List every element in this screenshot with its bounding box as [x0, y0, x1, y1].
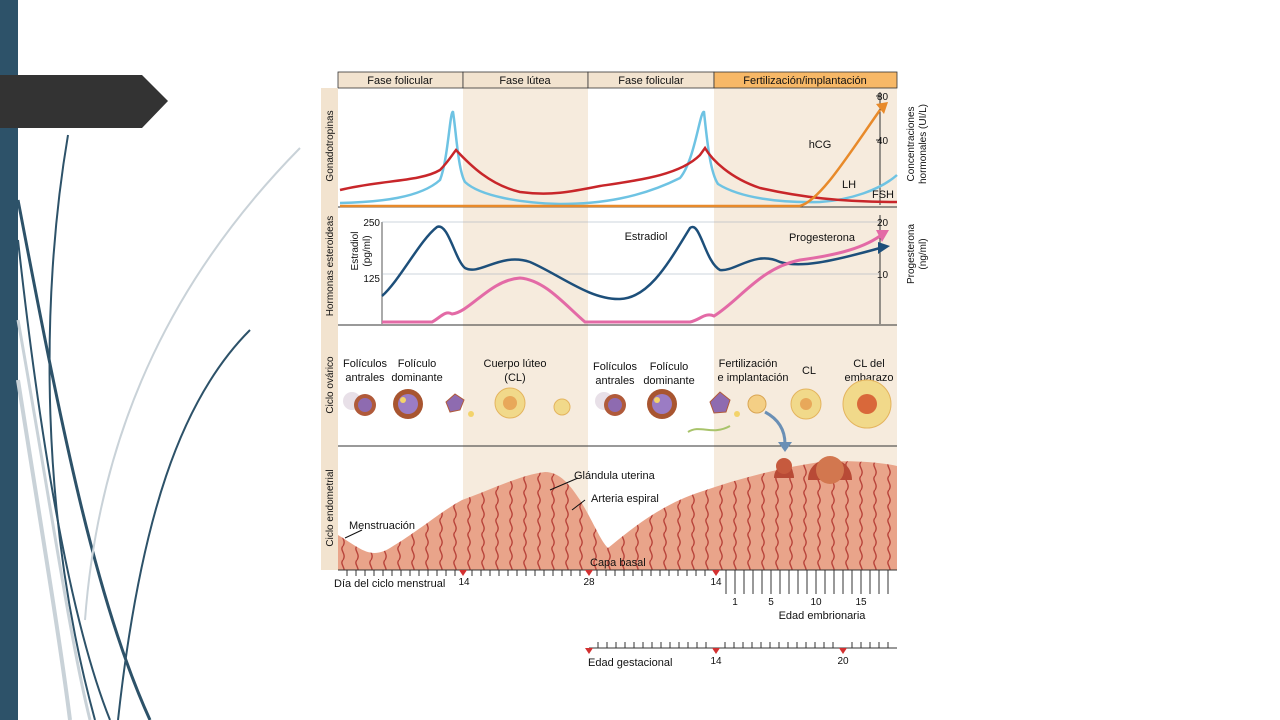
row-label-column — [321, 88, 338, 570]
gest-tick-20: 20 — [837, 656, 849, 667]
cycle-day-ticks — [346, 570, 706, 576]
estradiol-tick-250: 250 — [363, 218, 380, 229]
progesterone-axis-line2: (ng/ml) — [918, 238, 929, 269]
cycle-tick-14-second: 14 — [710, 577, 722, 588]
row-label-steroids: Hormonas esteroideas — [325, 216, 336, 317]
progesterone-tick-10: 10 — [877, 270, 889, 281]
title-arrow-tab — [0, 75, 168, 128]
gonad-tick-80: 80 — [877, 92, 889, 103]
gest-marker-start — [585, 648, 593, 654]
fsh-curve — [339, 145, 898, 204]
progesterone-axis-line1: Progesterona — [906, 224, 917, 284]
cycle-axis-label: Día del ciclo menstrual — [334, 578, 445, 590]
artery-label: Arteria espiral — [591, 493, 659, 505]
basal-layer-label: Capa basal — [590, 557, 646, 569]
estradiol-arrowhead — [878, 242, 890, 254]
decorative-curves — [16, 134, 301, 720]
steroids-panel: 250 125 Estradiol (pg/ml) 20 10 Progeste… — [350, 215, 929, 324]
gonadotropins-panel: 80 40 Concentraciones hormonales (UI/L) … — [339, 92, 929, 208]
ovarian-label-3-line2: antrales — [595, 375, 635, 387]
embryo-tick-5: 5 — [768, 597, 774, 608]
gest-marker-14 — [712, 648, 720, 654]
gest-marker-20 — [839, 648, 847, 654]
embryonic-age-axis: 1 5 10 15 Edad embrionaria — [725, 570, 889, 622]
row-label-endometrial: Ciclo endometrial — [325, 469, 336, 546]
phase-label-implantation: Fertilización/implantación — [743, 75, 867, 87]
endometrial-panel: Glándula uterina Arteria espiral Menstru… — [338, 456, 897, 570]
row-label-gonadotropins: Gonadotropinas — [325, 110, 336, 181]
corpus-luteum-regressing-illustration — [553, 398, 571, 416]
day-marker-14b — [712, 570, 720, 576]
phase-header-3 — [713, 71, 898, 89]
estradiol-axis-line1: Estradiol — [350, 232, 361, 271]
progesterone-tick-20: 20 — [877, 218, 889, 229]
cycle-tick-28: 28 — [583, 577, 595, 588]
ovarian-label-4-line2: dominante — [643, 375, 694, 387]
ovarian-label-7-line2: embarazo — [845, 372, 894, 384]
embryo-tick-10: 10 — [810, 597, 822, 608]
transport-arrow — [764, 410, 787, 445]
phase-header: Fase folicular Fase lútea Fase folicular… — [337, 71, 898, 89]
estradiol-tick-125: 125 — [363, 274, 380, 285]
ovarian-label-2-line2: (CL) — [504, 372, 525, 384]
ovarian-label-3-line1: Folículos — [593, 361, 638, 373]
hcg-label: hCG — [809, 139, 832, 151]
slide-sidebar-bar — [0, 0, 18, 720]
hcg-curve — [799, 109, 882, 208]
progesterone-curve — [382, 234, 881, 324]
estradiol-axis-line2: (pg/ml) — [362, 235, 373, 266]
ovarian-label-0-line2: antrales — [345, 372, 385, 384]
cycle-day-axis: Día del ciclo menstrual 14 28 14 — [334, 569, 897, 590]
ovarian-label-7-line1: CL del — [853, 358, 884, 370]
cycle-tick-14: 14 — [458, 577, 470, 588]
ovarian-label-5-line1: Fertilización — [719, 358, 778, 370]
embryo-axis-label: Edad embrionaria — [779, 610, 867, 622]
fsh-label: FSH — [872, 189, 894, 201]
embryo-tick-15: 15 — [855, 597, 867, 608]
lh-curve — [339, 110, 898, 206]
row-label-ovarian: Ciclo ovárico — [325, 356, 336, 414]
gonad-axis-title-line1: Concentraciones — [906, 106, 917, 181]
ovarian-label-1-line2: dominante — [391, 372, 442, 384]
fertilization-illustration — [709, 391, 731, 414]
ovarian-label-2-line1: Cuerpo lúteo — [484, 358, 547, 370]
embryo-tick-1: 1 — [732, 597, 738, 608]
ovarian-label-6-line1: CL — [802, 365, 816, 377]
menstruation-label: Menstruación — [349, 520, 415, 532]
day-marker-14 — [459, 570, 467, 576]
phase-label-luteal: Fase lútea — [499, 75, 551, 87]
phase-label-follicular-2: Fase folicular — [618, 75, 684, 87]
progesterone-arrowhead — [876, 230, 889, 242]
ovarian-panel: Folículos antrales Folículo dominante Cu… — [343, 358, 893, 452]
ovarian-label-1-line1: Folículo — [398, 358, 437, 370]
gest-axis-label: Edad gestacional — [588, 657, 672, 669]
hcg-arrowhead — [876, 102, 888, 114]
gonad-axis-title-line2: hormonales (UI/L) — [918, 104, 929, 184]
estradiol-curve — [381, 225, 881, 301]
ovarian-label-4-line1: Folículo — [650, 361, 689, 373]
gestational-age-axis: Edad gestacional 14 20 — [585, 642, 897, 669]
gland-label: Glándula uterina — [574, 470, 656, 482]
ovarian-label-0-line1: Folículos — [343, 358, 388, 370]
ovarian-label-5-line2: e implantación — [718, 372, 789, 384]
progesterone-label: Progesterona — [789, 232, 856, 244]
phase-label-follicular-1: Fase folicular — [367, 75, 433, 87]
day-marker-28 — [585, 570, 593, 576]
ovulation-illustration — [445, 393, 465, 413]
oocyte-illustration — [747, 394, 767, 414]
endometrium-tissue — [338, 461, 897, 570]
gest-tick-14: 14 — [710, 656, 722, 667]
gonad-tick-40: 40 — [877, 136, 889, 147]
lh-label: LH — [842, 179, 856, 191]
sperm-illustration — [687, 425, 731, 433]
estradiol-label: Estradiol — [625, 231, 668, 243]
